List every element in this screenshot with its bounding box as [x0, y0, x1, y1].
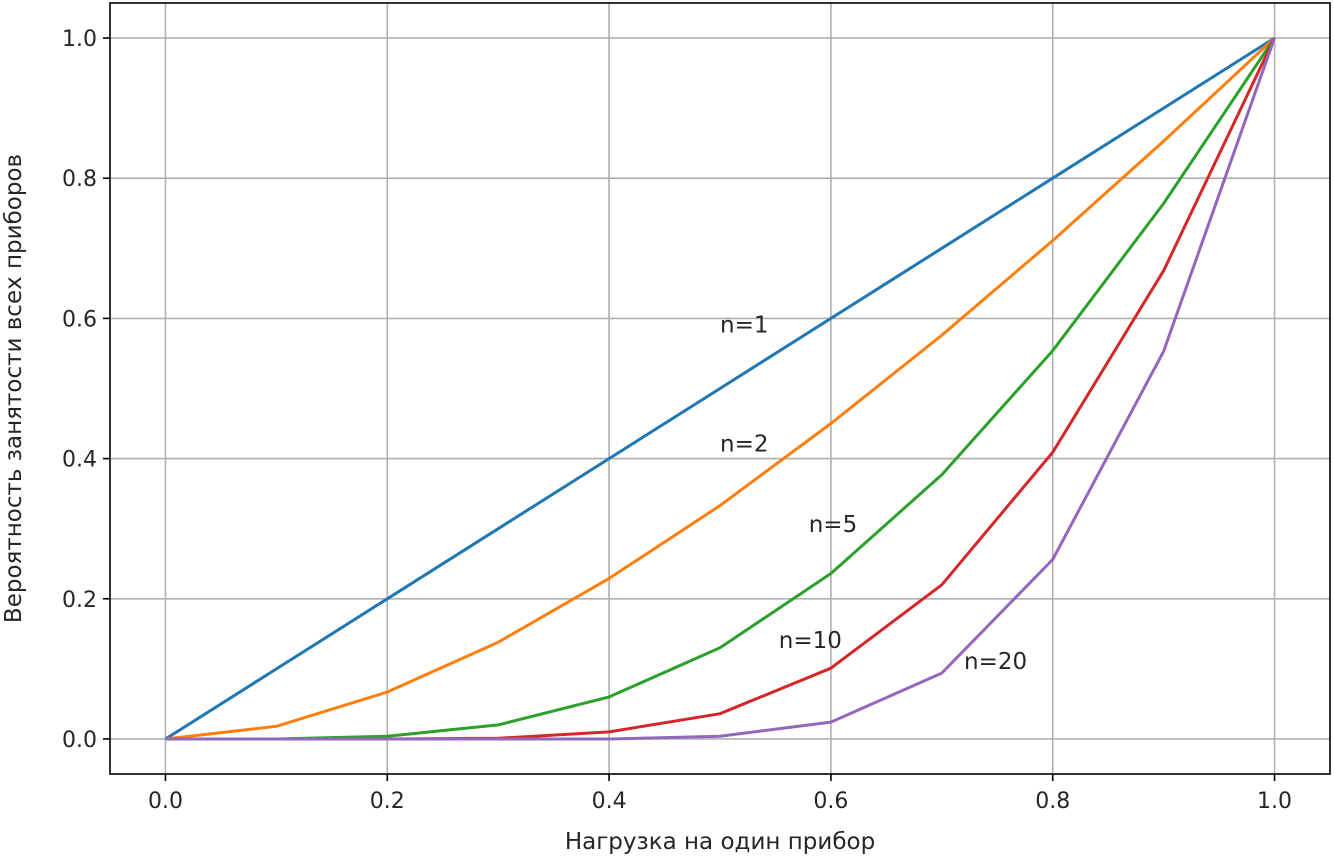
x-axis-ticks: 0.0 0.2 0.4 0.6 0.8 1.0	[148, 774, 1292, 814]
y-tick-label: 0.4	[62, 448, 97, 473]
x-tick-label: 1.0	[1257, 789, 1292, 814]
series-group	[164, 36, 1276, 741]
series-annotation: n=10	[779, 628, 842, 654]
y-tick-label: 1.0	[62, 27, 97, 52]
x-tick-label: 0.8	[1035, 789, 1070, 814]
plot-frame	[109, 2, 1331, 775]
x-tick-label: 0.0	[148, 789, 183, 814]
y-tick-label: 0.2	[62, 588, 97, 613]
x-tick-label: 0.2	[370, 789, 405, 814]
series-annotation: n=2	[720, 432, 768, 458]
series-annotation: n=20	[964, 649, 1027, 675]
y-tick-label: 0.6	[62, 307, 97, 332]
y-axis-label: Вероятность занятости всех приборов	[1, 154, 27, 623]
series-line-1	[164, 36, 1276, 741]
x-tick-label: 0.6	[813, 789, 848, 814]
y-axis-ticks: 0.0 0.2 0.4 0.6 0.8 1.0	[62, 27, 110, 753]
series-line-2	[165, 36, 1276, 741]
series-annotation: n=1	[720, 312, 768, 338]
series-line-3	[165, 37, 1276, 741]
annotations: n=1 n=2 n=5 n=10 n=20	[720, 312, 1027, 674]
x-tick-label: 0.4	[592, 789, 627, 814]
x-axis-label: Нагрузка на один прибор	[565, 829, 875, 855]
series-line-5	[165, 37, 1276, 741]
y-tick-label: 0.0	[62, 728, 97, 753]
series-annotation: n=5	[809, 512, 857, 538]
y-tick-label: 0.8	[62, 167, 97, 192]
